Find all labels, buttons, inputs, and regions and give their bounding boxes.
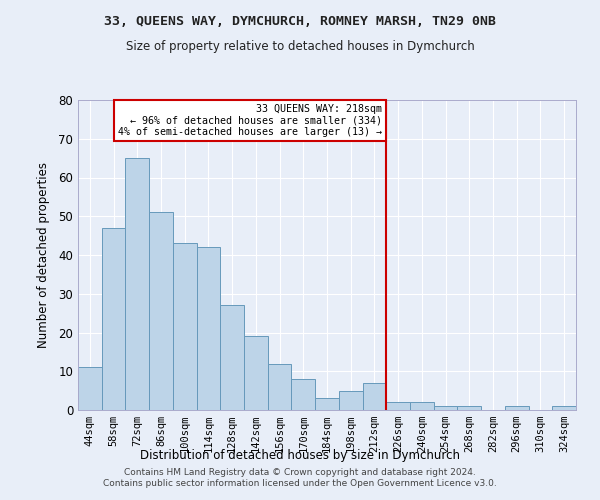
Bar [362,383,386,410]
Bar [78,368,102,410]
Bar [268,364,292,410]
Bar [197,247,220,410]
Text: 33 QUEENS WAY: 218sqm
← 96% of detached houses are smaller (334)
4% of semi-deta: 33 QUEENS WAY: 218sqm ← 96% of detached … [118,104,382,137]
Text: 33, QUEENS WAY, DYMCHURCH, ROMNEY MARSH, TN29 0NB: 33, QUEENS WAY, DYMCHURCH, ROMNEY MARSH,… [104,15,496,28]
Y-axis label: Number of detached properties: Number of detached properties [37,162,50,348]
Bar [505,406,529,410]
Bar [410,402,434,410]
Bar [244,336,268,410]
Bar [102,228,125,410]
Bar [220,306,244,410]
Bar [292,379,315,410]
Text: Distribution of detached houses by size in Dymchurch: Distribution of detached houses by size … [140,448,460,462]
Text: Contains HM Land Registry data © Crown copyright and database right 2024.
Contai: Contains HM Land Registry data © Crown c… [103,468,497,487]
Bar [339,390,362,410]
Bar [552,406,576,410]
Bar [149,212,173,410]
Bar [125,158,149,410]
Bar [457,406,481,410]
Bar [434,406,457,410]
Bar [386,402,410,410]
Bar [315,398,339,410]
Bar [173,244,197,410]
Text: Size of property relative to detached houses in Dymchurch: Size of property relative to detached ho… [125,40,475,53]
